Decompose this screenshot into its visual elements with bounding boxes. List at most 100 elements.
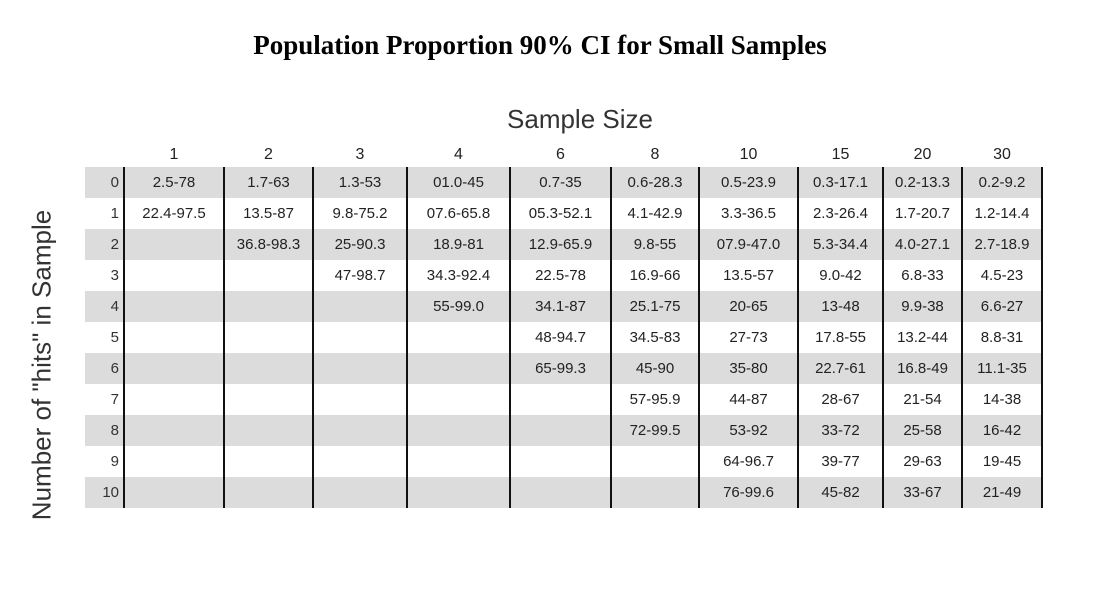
table-row: 5 48-94.7 34.5-83 27-73 17.8-55 13.2-44 8.8-31 <box>85 322 1043 353</box>
interval-cell: 0.5-23.9 <box>698 167 798 198</box>
row-label: 4 <box>85 291 124 322</box>
interval-cell <box>312 291 407 322</box>
row-label: 5 <box>85 322 124 353</box>
interval-cell <box>123 322 224 353</box>
table-row: 1 22.4-97.5 13.5-87 9.8-75.2 07.6-65.8 05.3-5… <box>85 198 1043 229</box>
column-header: 10 <box>699 143 798 167</box>
interval-cell: 6.6-27 <box>961 291 1043 322</box>
interval-cell: 27-73 <box>698 322 798 353</box>
interval-cell: 39-77 <box>797 446 883 477</box>
interval-cell <box>123 446 224 477</box>
table-row: 7 57-95.9 44-87 28-67 21-54 14-38 <box>85 384 1043 415</box>
interval-cell <box>406 322 510 353</box>
interval-cell <box>123 353 224 384</box>
interval-cell: 76-99.6 <box>698 477 798 508</box>
interval-cell: 53-92 <box>698 415 798 446</box>
interval-cell: 16-42 <box>961 415 1043 446</box>
interval-cell: 47-98.7 <box>312 260 407 291</box>
table-row: 10 76-99.6 45-82 33-67 21-49 <box>85 477 1043 508</box>
column-axis-label: Sample Size <box>507 104 653 134</box>
interval-cell: 16.9-66 <box>610 260 699 291</box>
interval-cell: 21-49 <box>961 477 1043 508</box>
interval-cell: 21-54 <box>882 384 962 415</box>
interval-cell: 14-38 <box>961 384 1043 415</box>
interval-cell: 4.0-27.1 <box>882 229 962 260</box>
interval-cell: 29-63 <box>882 446 962 477</box>
interval-cell <box>312 415 407 446</box>
interval-cell: 9.9-38 <box>882 291 962 322</box>
table-row: 4 55-99.0 34.1-87 25.1-75 20-65 13-48 9.9-38 6.… <box>85 291 1043 322</box>
table-row: 8 72-99.5 53-92 33-72 25-58 16-42 <box>85 415 1043 446</box>
table-row: 3 47-98.7 34.3-92.4 22.5-78 16.9-66 13.5-57 9.… <box>85 260 1043 291</box>
interval-cell: 1.2-14.4 <box>961 198 1043 229</box>
interval-cell <box>509 477 611 508</box>
interval-cell: 34.3-92.4 <box>406 260 510 291</box>
interval-cell: 05.3-52.1 <box>509 198 611 229</box>
interval-cell <box>312 477 407 508</box>
column-header: 2 <box>224 143 313 167</box>
interval-cell: 35-80 <box>698 353 798 384</box>
interval-cell: 13.5-87 <box>223 198 313 229</box>
interval-cell: 6.8-33 <box>882 260 962 291</box>
interval-cell: 33-72 <box>797 415 883 446</box>
interval-cell: 2.5-78 <box>123 167 224 198</box>
interval-cell: 11.1-35 <box>961 353 1043 384</box>
row-label: 9 <box>85 446 124 477</box>
interval-cell <box>223 415 313 446</box>
interval-cell: 07.6-65.8 <box>406 198 510 229</box>
interval-cell: 01.0-45 <box>406 167 510 198</box>
interval-cell: 57-95.9 <box>610 384 699 415</box>
interval-cell <box>509 384 611 415</box>
interval-cell: 0.6-28.3 <box>610 167 699 198</box>
confidence-interval-table: 1 2 3 4 6 8 10 15 20 30 0 2.5-78 1.7-63 1.3-53 01.0-4… <box>85 143 1043 508</box>
interval-cell: 20-65 <box>698 291 798 322</box>
interval-cell: 22.4-97.5 <box>123 198 224 229</box>
interval-cell <box>406 415 510 446</box>
interval-cell <box>123 415 224 446</box>
interval-cell: 17.8-55 <box>797 322 883 353</box>
column-header: 4 <box>407 143 510 167</box>
column-header: 3 <box>313 143 407 167</box>
row-axis-label: Number of "hits" in Sample <box>26 209 57 521</box>
column-header: 20 <box>883 143 962 167</box>
column-header: 6 <box>510 143 611 167</box>
interval-cell: 64-96.7 <box>698 446 798 477</box>
interval-cell <box>406 353 510 384</box>
interval-cell: 9.8-75.2 <box>312 198 407 229</box>
interval-cell <box>123 477 224 508</box>
interval-cell: 4.1-42.9 <box>610 198 699 229</box>
interval-cell: 25.1-75 <box>610 291 699 322</box>
interval-cell: 13-48 <box>797 291 883 322</box>
interval-cell <box>509 415 611 446</box>
row-label: 2 <box>85 229 124 260</box>
row-label: 6 <box>85 353 124 384</box>
interval-cell: 36.8-98.3 <box>223 229 313 260</box>
interval-cell: 0.3-17.1 <box>797 167 883 198</box>
page-title: Population Proportion 90% CI for Small S… <box>253 30 827 60</box>
interval-cell <box>406 446 510 477</box>
interval-cell <box>312 322 407 353</box>
interval-cell <box>312 384 407 415</box>
row-label: 0 <box>85 167 124 198</box>
interval-cell: 28-67 <box>797 384 883 415</box>
interval-cell <box>123 260 224 291</box>
header-row: 1 2 3 4 6 8 10 15 20 30 <box>85 143 1042 167</box>
column-header: 30 <box>962 143 1042 167</box>
column-header: 1 <box>124 143 224 167</box>
row-label: 8 <box>85 415 124 446</box>
interval-cell: 19-45 <box>961 446 1043 477</box>
interval-cell: 9.8-55 <box>610 229 699 260</box>
interval-cell <box>123 384 224 415</box>
interval-cell: 16.8-49 <box>882 353 962 384</box>
table-row: 9 64-96.7 39-77 29-63 19-45 <box>85 446 1043 477</box>
interval-cell: 22.5-78 <box>509 260 611 291</box>
interval-cell <box>223 446 313 477</box>
interval-cell: 13.2-44 <box>882 322 962 353</box>
table-row: 2 36.8-98.3 25-90.3 18.9-81 12.9-65.9 9.8-55 0… <box>85 229 1043 260</box>
interval-cell: 1.3-53 <box>312 167 407 198</box>
interval-cell <box>406 384 510 415</box>
interval-cell <box>406 477 510 508</box>
interval-cell <box>509 446 611 477</box>
interval-cell: 2.7-18.9 <box>961 229 1043 260</box>
table-row: 6 65-99.3 45-90 35-80 22.7-61 16.8-49 11.1-35 <box>85 353 1043 384</box>
